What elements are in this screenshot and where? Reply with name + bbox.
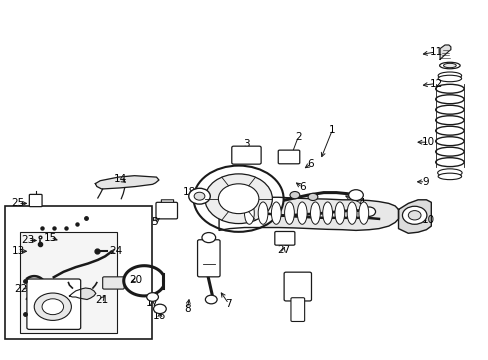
Text: 5: 5 [150,217,157,228]
Ellipse shape [439,62,459,69]
Text: 16: 16 [153,311,166,321]
Text: 24: 24 [109,246,122,256]
Text: 6: 6 [307,159,314,169]
FancyBboxPatch shape [102,277,124,289]
Circle shape [307,193,317,201]
Circle shape [289,192,299,199]
Circle shape [153,304,166,314]
Ellipse shape [443,63,455,68]
Ellipse shape [437,72,461,79]
Circle shape [146,293,158,301]
Text: 1: 1 [328,125,335,135]
Circle shape [218,184,258,213]
Circle shape [205,295,217,304]
Text: 11: 11 [428,47,442,57]
Text: 12: 12 [428,78,442,89]
Text: 13: 13 [11,246,25,256]
Text: 2: 2 [294,132,301,142]
Polygon shape [69,288,96,300]
Ellipse shape [437,173,461,180]
Text: 22: 22 [14,284,28,294]
Ellipse shape [437,75,461,82]
Circle shape [402,206,426,224]
Ellipse shape [244,202,254,224]
Text: 6: 6 [298,182,305,192]
Text: 4: 4 [358,198,365,208]
Circle shape [202,233,215,243]
Polygon shape [219,197,398,230]
Circle shape [407,211,420,220]
Ellipse shape [284,202,294,224]
Ellipse shape [358,202,368,224]
Text: 25: 25 [11,198,25,208]
Ellipse shape [437,169,461,177]
Text: 17: 17 [145,298,159,308]
Ellipse shape [297,202,306,224]
FancyBboxPatch shape [29,194,42,207]
Text: 27: 27 [276,245,290,255]
FancyBboxPatch shape [197,240,220,277]
FancyBboxPatch shape [156,202,177,219]
FancyBboxPatch shape [27,279,81,329]
Text: 21: 21 [95,294,108,305]
Text: 20: 20 [129,275,142,285]
Ellipse shape [271,202,281,224]
Circle shape [348,190,363,201]
FancyBboxPatch shape [284,272,311,301]
Text: 23: 23 [21,235,35,246]
Text: 7: 7 [225,299,232,309]
Text: 10: 10 [422,215,434,225]
FancyBboxPatch shape [278,150,299,164]
Text: 9: 9 [421,177,428,187]
Circle shape [204,174,272,224]
Ellipse shape [334,202,344,224]
Bar [20,232,117,333]
FancyBboxPatch shape [231,146,261,164]
Circle shape [42,299,63,315]
Bar [5,206,151,339]
Circle shape [34,293,71,320]
Circle shape [362,207,375,216]
Polygon shape [439,45,450,59]
Circle shape [241,204,255,215]
Text: 15: 15 [43,233,57,243]
Text: 14: 14 [114,174,127,184]
Text: 18: 18 [182,186,196,197]
Ellipse shape [310,202,320,224]
FancyBboxPatch shape [290,298,304,321]
Ellipse shape [346,202,356,224]
Circle shape [193,166,283,232]
Polygon shape [95,176,159,189]
Ellipse shape [322,202,332,224]
Ellipse shape [258,202,267,224]
Circle shape [188,188,210,204]
FancyBboxPatch shape [274,231,294,245]
Text: 19: 19 [69,294,82,305]
Text: 3: 3 [243,139,250,149]
Text: 10: 10 [422,137,434,147]
Circle shape [194,192,204,200]
Text: 26: 26 [291,302,305,312]
Polygon shape [398,200,430,233]
Text: 8: 8 [183,304,190,314]
